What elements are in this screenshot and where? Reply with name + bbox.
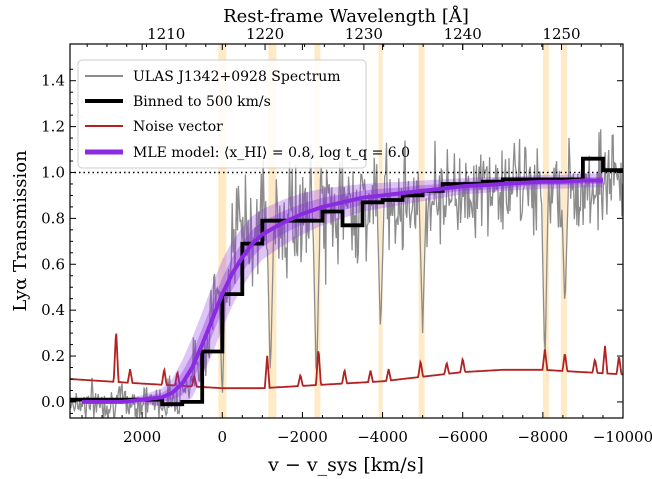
y-tick-label: 1.4 <box>41 72 65 90</box>
top-tick-label: 1230 <box>345 25 383 43</box>
masked-band <box>418 44 425 418</box>
y-axis-label: Lyα Transmission <box>10 150 31 312</box>
plot-area <box>70 44 623 418</box>
masked-band <box>542 44 549 418</box>
y-tick-label: 0.8 <box>41 209 65 227</box>
plot-frame <box>69 43 624 419</box>
masked-band <box>378 44 383 418</box>
x-tick-label: −4000 <box>357 428 408 446</box>
masked-band <box>218 44 227 418</box>
x-axis-label: v − v_sys [km/s] <box>267 454 424 476</box>
y-tick-label: 1.2 <box>41 118 65 136</box>
legend-box <box>77 59 367 169</box>
model-outer-band <box>82 173 603 407</box>
binned-line <box>70 156 623 407</box>
x-tick-label: −6000 <box>437 428 488 446</box>
top-tick-label: 1240 <box>444 25 482 43</box>
x-tick-label: 2000 <box>123 428 161 446</box>
legend-label-noise: Noise vector <box>133 119 223 135</box>
legend-label-model: MLE model: ⟨x_HI⟩ = 0.8, log t_q = 6.0 <box>133 145 410 161</box>
top-tick-label: 1210 <box>147 25 185 43</box>
masked-band <box>268 44 277 418</box>
top-axis-label: Rest-frame Wavelength [Å] <box>223 5 469 27</box>
masked-band <box>560 44 567 418</box>
noise-line <box>70 333 623 390</box>
top-tick-label: 1250 <box>542 25 580 43</box>
y-tick-label: 0.4 <box>41 301 65 319</box>
x-tick-label: −2000 <box>277 428 328 446</box>
top-axis-ticks: 1210 1220 1230 1240 1250 <box>86 25 622 50</box>
masked-band <box>314 44 321 418</box>
legend: ULAS J1342+0928 Spectrum Binned to 500 k… <box>77 59 410 169</box>
x-tick-label: −10000 <box>593 428 652 446</box>
legend-label-spectrum: ULAS J1342+0928 Spectrum <box>133 69 341 85</box>
x-tick-label: −8000 <box>517 428 568 446</box>
x-tick-label: 0 <box>218 428 228 446</box>
y-tick-label: 0.6 <box>41 255 65 273</box>
y-axis-ticks: 0.0 0.2 0.4 0.6 0.8 1.0 1.2 1.4 <box>41 68 623 414</box>
model-line <box>82 178 603 404</box>
masked-bands <box>218 44 567 418</box>
y-tick-label: 1.0 <box>41 163 65 181</box>
top-tick-label: 1220 <box>246 25 284 43</box>
legend-label-binned: Binned to 500 km/s <box>133 94 271 110</box>
y-tick-label: 0.0 <box>41 393 65 411</box>
y-tick-label: 0.2 <box>41 347 65 365</box>
